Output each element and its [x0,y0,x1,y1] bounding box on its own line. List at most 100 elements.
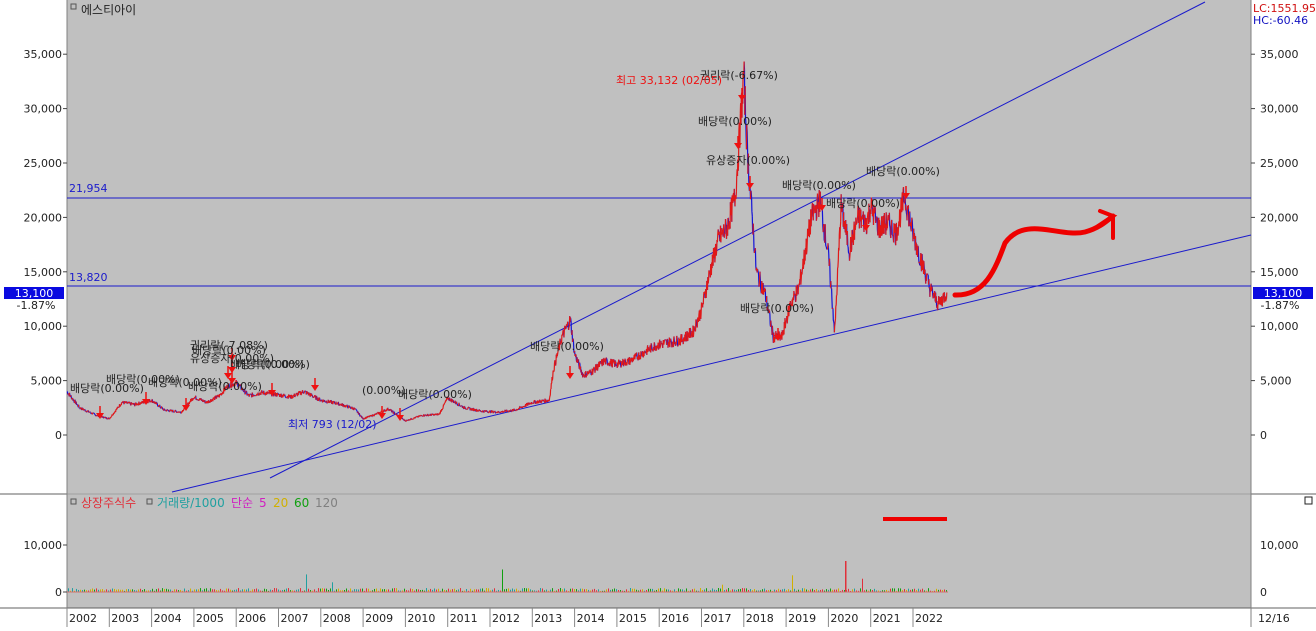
volume-bar [320,588,321,592]
volume-bar [94,589,95,592]
volume-bar [274,588,275,592]
volume-bar [702,590,703,592]
volume-bar [674,589,675,592]
volume-bar [704,589,705,592]
volume-bar [96,588,97,592]
event-arrow-head-icon [96,413,104,419]
y-tick-label: 0 [55,429,62,442]
volume-bar [740,588,741,592]
volume-bar [336,589,337,592]
event-label: 배당락(0.00%) [192,344,266,357]
vol-tick-10000-right: 10,000 [1260,539,1299,552]
volume-bar [912,589,913,592]
volume-bar [180,589,181,592]
x-tick-label: 2019 [788,612,816,625]
volume-bar [516,588,517,592]
y-tick-label: 35,000 [24,48,63,61]
trendline-steep [269,1,1206,479]
volume-bar [478,589,479,592]
panel-close-icon[interactable] [1304,496,1313,505]
x-tick-label: 2004 [154,612,182,625]
volume-bar [760,590,761,592]
volume-bar [534,590,535,592]
x-tick-label: 2006 [238,612,266,625]
volume-bar [328,589,329,592]
volume-bar [136,590,137,592]
volume-bar [430,588,431,592]
volume-bar [450,589,451,592]
price-tag-right [1253,287,1313,299]
volume-bar [150,590,151,592]
event-arrow-head-icon [228,367,236,373]
volume-bar [548,590,549,592]
volume-bar [236,589,237,592]
volume-bar [732,589,733,592]
volume-bar [74,590,75,592]
volume-bar [864,590,865,592]
volume-bar [130,589,131,592]
volume-bar [946,590,947,592]
volume-bar [170,589,171,592]
volume-bar [900,588,901,592]
volume-bar [218,590,219,592]
x-tick-label: 2012 [492,612,520,625]
y-tick-label: 5,000 [31,375,63,388]
volume-bar [494,588,495,592]
volume-bar [228,588,229,592]
volume-bar [940,589,941,592]
hc-readout: HC:-60.46 [1253,14,1308,27]
volume-bar [810,589,811,592]
price-tag-left-value: 13,100 [15,287,54,300]
event-arrow-head-icon [746,183,754,189]
volume-bar [584,589,585,592]
volume-bar [168,589,169,592]
volume-bar [248,588,249,592]
volume-bar [220,588,221,592]
volume-bar [624,590,625,592]
volume-bar [332,582,333,592]
low-annotation: 최저 793 (12/02) [288,418,377,431]
event-markers: 배당락(0.00%)배당락(0.00%)배당락(0.00%)배당락(0.00%)… [70,69,940,421]
volume-bar [862,578,863,592]
volume-bar [238,588,239,592]
y-tick-label: 15,000 [1260,266,1299,279]
lc-readout: LC:1551.95 [1253,2,1316,15]
volume-bar [496,590,497,592]
volume-bar [212,589,213,592]
volume-bar [412,588,413,592]
event-arrow-head-icon [311,385,319,391]
volume-bar [488,588,489,592]
volume-bar [570,588,571,592]
volume-bar [872,590,873,592]
y-tick-label: 5,000 [1260,375,1292,388]
x-tick-label: 2021 [873,612,901,625]
volume-bar [928,588,929,592]
x-tick-label: 2015 [619,612,647,625]
y-tick-label: 25,000 [1260,157,1299,170]
volume-bar [302,590,303,592]
volume-bar [880,590,881,592]
price-tag-right-change: -1.87% [1261,299,1300,312]
volume-bar [216,590,217,592]
volume-bar [128,589,129,592]
volume-bar [132,589,133,592]
volume-bar [780,589,781,592]
volume-bar [300,588,301,592]
volume-bar [618,590,619,592]
volume-bar [112,588,113,592]
volume-bar [498,589,499,592]
volume-bar [840,590,841,592]
volume-bar [102,589,103,592]
volume-bar [684,590,685,592]
volume-bar [344,590,345,592]
volume-bar [536,590,537,592]
event-arrow-head-icon [396,415,404,421]
volume-bar [878,590,879,592]
volume-bar [362,588,363,592]
volume-bar [100,589,101,592]
volume-bar [794,588,795,592]
event-label: 유상증자(0.00%) [706,154,790,167]
volume-bar [526,588,527,592]
chart-title: 에스티아이 [81,3,136,17]
volume-bar [734,589,735,592]
